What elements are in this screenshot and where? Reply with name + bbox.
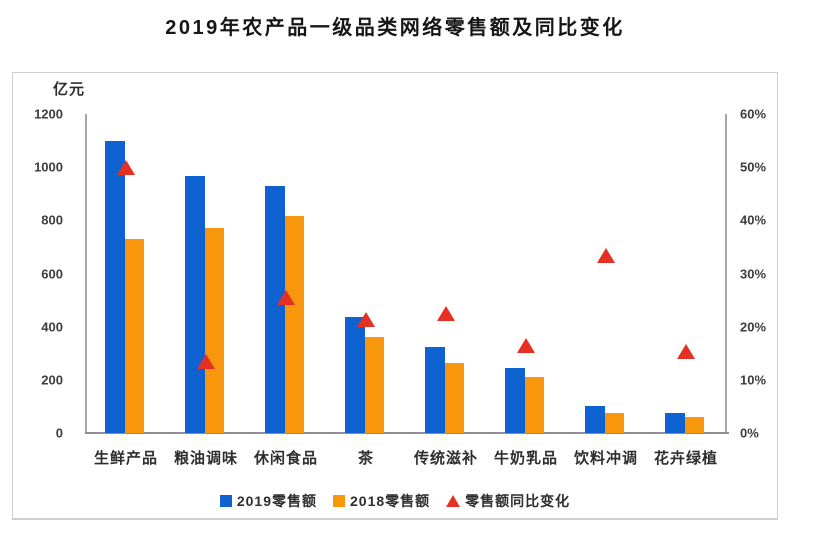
bar-2019-retail bbox=[345, 317, 365, 433]
chart-container: 亿元 1200 1000 800 600 400 200 0 60% 50% 40% 30% 20% 1… bbox=[12, 72, 778, 520]
x-axis-category-label: 饮料冲调 bbox=[573, 450, 638, 467]
yoy-change-triangle-marker bbox=[117, 160, 135, 176]
x-axis-category-label: 传统滋补 bbox=[413, 450, 478, 467]
x-axis-line bbox=[85, 432, 729, 434]
bar-2018-retail bbox=[285, 216, 304, 433]
left-axis-tick-label: 0 bbox=[55, 425, 63, 441]
bar-2018-retail bbox=[205, 228, 224, 433]
yoy-change-triangle-marker bbox=[197, 354, 215, 370]
bar-2019-retail bbox=[265, 185, 285, 433]
bar-2018-retail bbox=[525, 377, 544, 433]
left-axis-tick-label: 200 bbox=[41, 372, 63, 388]
bar-2019-retail bbox=[105, 140, 125, 433]
right-axis-tick-label: 0% bbox=[740, 425, 759, 441]
legend-item-2: 2018零售额 bbox=[333, 491, 430, 511]
right-axis-tick-label: 20% bbox=[740, 319, 767, 335]
x-axis-category-label: 茶 bbox=[357, 450, 374, 467]
bar-2018-retail bbox=[125, 238, 144, 433]
right-axis-line bbox=[725, 114, 727, 433]
yoy-change-triangle-marker bbox=[517, 338, 535, 354]
bar-2019-retail bbox=[585, 406, 605, 433]
bar-2018-retail bbox=[445, 362, 464, 433]
legend-label: 2019零售额 bbox=[236, 493, 317, 509]
page-title: 2019年农产品一级品类网络零售额及同比变化 bbox=[165, 17, 625, 39]
left-axis-tick-label: 800 bbox=[41, 212, 63, 228]
legend-square-swatch bbox=[333, 495, 345, 507]
left-axis-tick-label: 600 bbox=[41, 266, 63, 281]
yoy-change-triangle-marker bbox=[437, 306, 455, 322]
bar-2018-retail bbox=[365, 337, 384, 433]
x-axis-category-label: 花卉绿植 bbox=[653, 450, 718, 467]
yoy-change-triangle-marker bbox=[357, 311, 375, 327]
bar-2019-retail bbox=[665, 413, 685, 433]
x-axis-category-label: 粮油调味 bbox=[173, 450, 238, 467]
left-axis-tick-label: 1000 bbox=[34, 159, 63, 175]
left-axis-tick-label: 1200 bbox=[34, 106, 63, 122]
bar-2019-retail bbox=[505, 367, 525, 433]
x-axis-category-label: 牛奶乳品 bbox=[493, 450, 558, 467]
bar-2018-retail bbox=[605, 413, 624, 433]
legend-square-swatch bbox=[219, 495, 232, 507]
left-axis-tick-label: 400 bbox=[41, 319, 63, 335]
bar-2018-retail bbox=[685, 417, 704, 433]
left-axis-line bbox=[85, 114, 87, 433]
legend-triangle-swatch bbox=[446, 495, 461, 507]
legend-item-1: 2019零售额 bbox=[219, 491, 317, 511]
right-axis-tick-label: 10% bbox=[740, 372, 767, 388]
yoy-change-triangle-marker bbox=[597, 247, 615, 263]
bar-2019-retail bbox=[425, 346, 445, 433]
legend: 2019零售额 2018零售额 零售额同比变化 bbox=[13, 491, 777, 511]
yoy-change-triangle-marker bbox=[277, 290, 295, 306]
legend-label: 零售额同比变化 bbox=[465, 493, 571, 509]
legend-item-3: 零售额同比变化 bbox=[446, 491, 570, 511]
yoy-change-triangle-marker bbox=[677, 343, 695, 359]
legend-label: 2018零售额 bbox=[350, 493, 431, 509]
left-axis-unit-label: 亿元 bbox=[53, 81, 86, 98]
right-axis-tick-label: 30% bbox=[740, 266, 767, 281]
x-axis-category-label: 休闲食品 bbox=[253, 450, 318, 467]
right-axis-tick-label: 40% bbox=[740, 212, 767, 228]
right-axis-tick-label: 50% bbox=[740, 159, 767, 175]
x-axis-category-label: 生鲜产品 bbox=[93, 450, 158, 467]
right-axis-tick-label: 60% bbox=[740, 106, 767, 122]
bar-2019-retail bbox=[185, 176, 205, 433]
